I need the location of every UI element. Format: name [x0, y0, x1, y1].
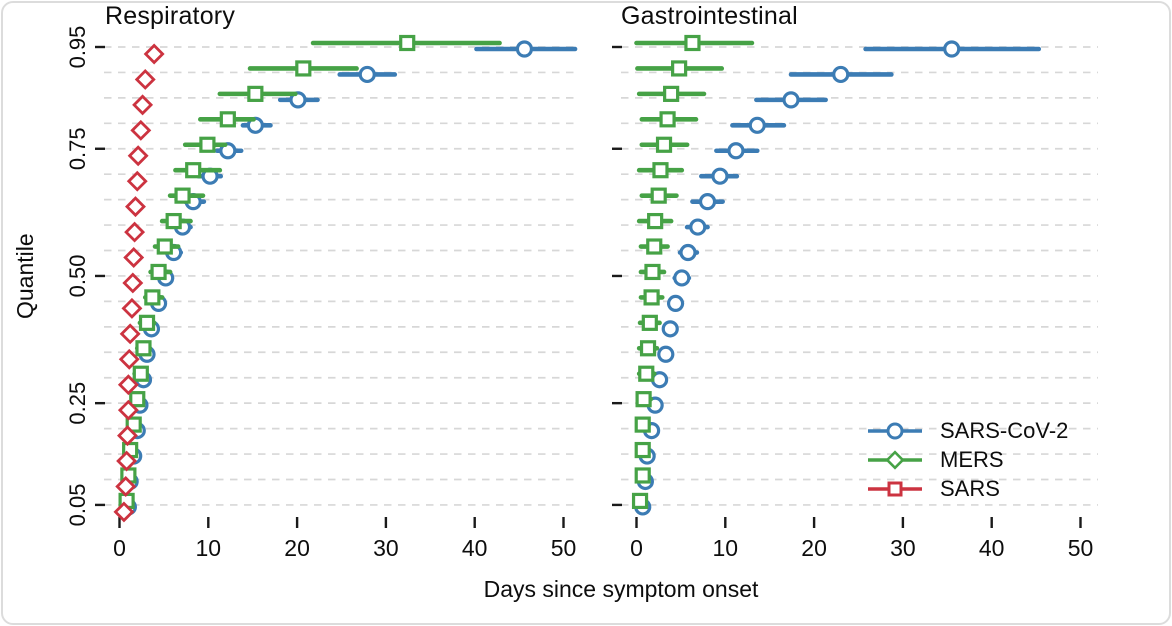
- legend-square-marker-icon: [868, 481, 922, 496]
- legend-item-sars: SARS: [866, 474, 1068, 503]
- legend-label: MERS: [940, 446, 1004, 472]
- svg-text:0.50: 0.50: [65, 255, 90, 298]
- svg-text:0.25: 0.25: [65, 382, 90, 425]
- y-axis-label: Quantile: [12, 233, 38, 319]
- svg-text:30: 30: [373, 535, 399, 561]
- legend-item-mers: MERS: [866, 445, 1068, 474]
- panel-title-respiratory: Respiratory: [105, 2, 236, 30]
- legend-label: SARS-CoV-2: [940, 417, 1069, 443]
- x-axis-label: Days since symptom onset: [483, 576, 759, 602]
- svg-text:20: 20: [284, 535, 310, 561]
- svg-text:50: 50: [551, 535, 577, 561]
- legend-circle-marker-icon: [868, 422, 922, 439]
- svg-text:0.05: 0.05: [65, 484, 90, 527]
- svg-text:0.75: 0.75: [65, 127, 90, 170]
- panel-title-gastrointestinal: Gastrointestinal: [621, 2, 798, 30]
- svg-text:0: 0: [113, 535, 126, 561]
- svg-text:20: 20: [801, 535, 827, 561]
- legend-label: SARS: [940, 475, 1000, 501]
- svg-text:30: 30: [890, 535, 916, 561]
- svg-text:40: 40: [979, 535, 1005, 561]
- legend: SARS-CoV-2 MERS SARS: [866, 416, 1068, 503]
- svg-text:10: 10: [713, 535, 739, 561]
- legend-item-sars-cov-2: SARS-CoV-2: [866, 416, 1068, 445]
- legend-diamond-marker-icon: [868, 449, 922, 470]
- svg-text:50: 50: [1068, 535, 1094, 561]
- svg-text:0.95: 0.95: [65, 26, 90, 69]
- svg-text:0: 0: [630, 535, 643, 561]
- svg-text:10: 10: [196, 535, 222, 561]
- svg-text:40: 40: [462, 535, 488, 561]
